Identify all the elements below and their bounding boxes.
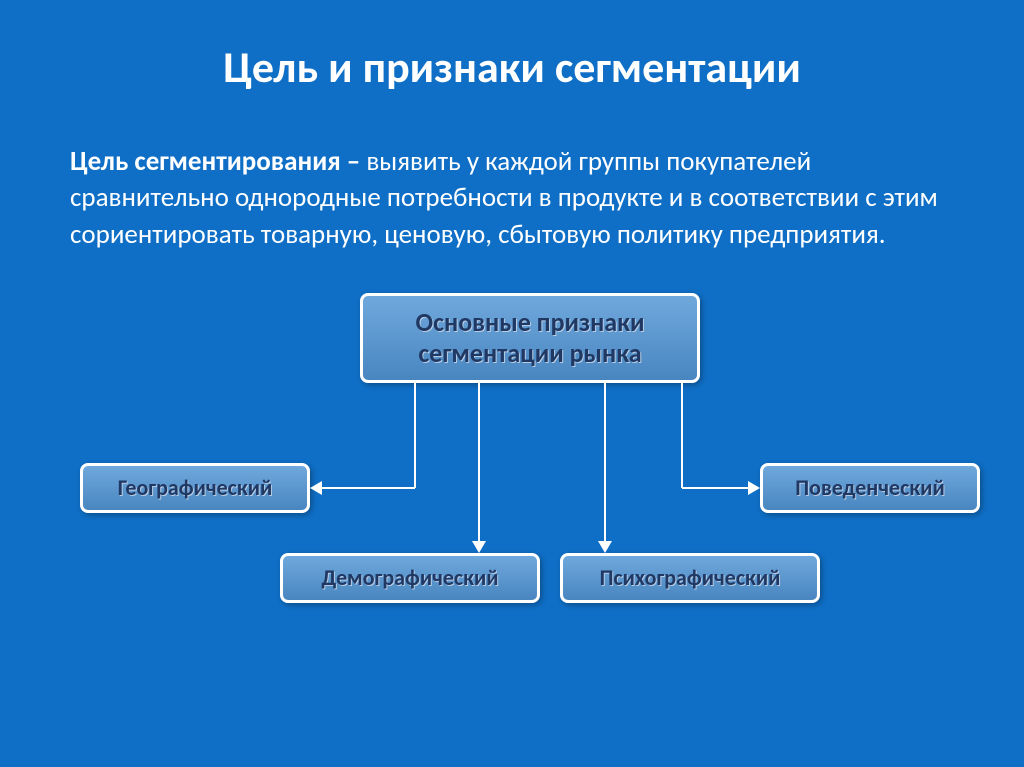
child-box-demographic: Демографический (280, 553, 540, 603)
child-label: Психографический (600, 565, 781, 591)
child-box-geographic: Географический (80, 463, 310, 513)
child-label: Географический (118, 475, 273, 501)
root-box: Основные признаки сегментации рынка (360, 293, 700, 383)
body-text: Цель сегментирования – выявить у каждой … (60, 144, 964, 253)
child-box-behavioral: Поведенческий (760, 463, 980, 513)
child-box-psychographic: Психографический (560, 553, 820, 603)
child-label: Поведенческий (795, 475, 944, 501)
slide-title: Цель и признаки сегментации (60, 40, 964, 94)
slide: Цель и признаки сегментации Цель сегмент… (0, 0, 1024, 767)
diagram: Основные признаки сегментации рынка Геог… (60, 293, 964, 613)
body-lead: Цель сегментирования – (70, 145, 366, 178)
child-label: Демографический (321, 565, 498, 591)
root-label: Основные признаки сегментации рынка (363, 307, 697, 369)
